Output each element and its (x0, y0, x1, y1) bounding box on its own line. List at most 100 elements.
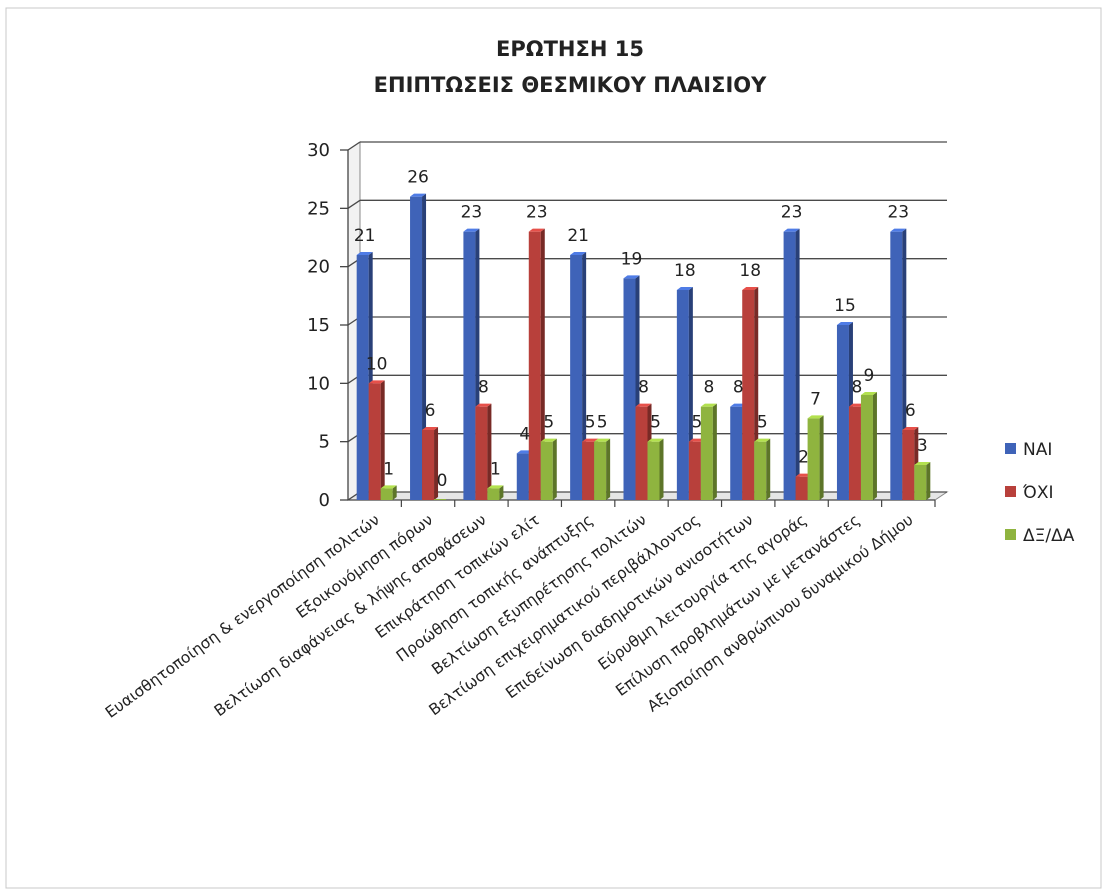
y-tick-label: 10 (307, 373, 330, 394)
bar-side (380, 380, 385, 500)
bar-top (914, 462, 931, 465)
data-label: 2 (798, 448, 809, 468)
bar-top (635, 403, 652, 407)
legend: ΝΑΙ ΌΧΙ ΔΞ/ΔΑ (1005, 440, 1075, 546)
bar-side (434, 427, 439, 500)
bar-side (819, 415, 824, 500)
bar-front (463, 231, 476, 500)
bar-front (795, 476, 808, 500)
chart-title: ΕΡΩΤΗΣΗ 15 (496, 37, 644, 61)
bar-side (582, 252, 587, 500)
bar (570, 252, 587, 500)
bar-front (860, 395, 873, 500)
y-tick-label: 25 (307, 198, 330, 219)
bar-top (410, 193, 427, 197)
bar-side (872, 392, 877, 500)
bar (410, 193, 427, 500)
bar-top (528, 228, 545, 232)
data-label: 26 (407, 168, 429, 188)
data-label: 23 (526, 203, 548, 223)
y-tick-label: 30 (307, 140, 330, 161)
data-label: 5 (691, 413, 702, 433)
bar-front (676, 290, 689, 500)
data-label: 5 (543, 413, 554, 433)
data-label: 21 (567, 226, 589, 246)
data-label: 4 (519, 424, 530, 444)
bar-front (410, 196, 423, 500)
bar-top (860, 392, 877, 395)
bar-top (890, 228, 907, 232)
data-label: 6 (905, 401, 916, 421)
bar-front (356, 255, 369, 500)
bar-front (914, 465, 927, 500)
bar-front (730, 406, 743, 500)
bar-side (392, 485, 397, 500)
data-label: 18 (739, 261, 761, 281)
data-label: 3 (917, 436, 928, 456)
bar-top (463, 228, 480, 232)
bar-front (700, 406, 713, 500)
bar-top (422, 427, 439, 430)
y-tick-label: 15 (307, 315, 330, 336)
bar-front (635, 406, 648, 500)
data-label: 23 (781, 203, 803, 223)
data-label: 7 (810, 389, 821, 409)
data-label: 8 (638, 378, 649, 398)
bar (380, 485, 397, 500)
bar-front (890, 231, 903, 500)
bar (594, 438, 611, 500)
bar (422, 427, 439, 500)
y-tick-label: 0 (319, 490, 330, 511)
data-label: 0 (437, 471, 448, 491)
bar-front (516, 453, 529, 500)
bar-front (540, 441, 553, 500)
bar-side (712, 403, 717, 500)
bar-top (676, 287, 693, 290)
bar-front (570, 255, 583, 500)
data-label: 8 (703, 378, 714, 398)
y-tick-label: 20 (307, 257, 330, 278)
bar-top (754, 438, 771, 442)
data-label: 9 (864, 366, 875, 386)
bar-top (475, 403, 492, 407)
chart-subtitle: ΕΠΙΠΤΩΣΕΙΣ ΘΕΣΜΙΚΟΥ ΠΛΑΙΣΙΟΥ (374, 73, 767, 97)
bar-front (582, 441, 595, 500)
bar-front (594, 441, 607, 500)
legend-swatch (1005, 486, 1016, 497)
bar (487, 485, 504, 500)
bar-side (795, 228, 800, 500)
bar-top (807, 415, 824, 419)
data-label: 23 (887, 203, 909, 223)
bar-top (368, 380, 385, 384)
bar-top (540, 438, 557, 442)
bar-side (540, 228, 545, 500)
data-label: 5 (585, 413, 596, 433)
bar-top (742, 287, 759, 290)
bar-side (422, 193, 427, 500)
bar-side (766, 438, 771, 500)
bar-top (380, 485, 397, 489)
bar (647, 438, 664, 500)
bar (754, 438, 771, 500)
legend-swatch (1005, 529, 1016, 540)
bar (700, 403, 717, 500)
bar-front (647, 441, 660, 500)
bar-side (926, 462, 931, 500)
legend-label: ΔΞ/ΔΑ (1023, 526, 1075, 546)
bar-side (499, 485, 504, 500)
bar-front (836, 325, 849, 500)
bar-top (487, 485, 504, 489)
bar (434, 499, 447, 500)
bars (356, 193, 931, 500)
bar-side (659, 438, 664, 500)
bar (475, 403, 492, 500)
data-label: 10 (366, 354, 388, 374)
data-label: 8 (478, 378, 489, 398)
bar-top (623, 275, 640, 279)
data-label: 5 (650, 413, 661, 433)
bar-front (807, 418, 820, 500)
data-label: 6 (425, 401, 436, 421)
legend-swatch (1005, 443, 1016, 454)
